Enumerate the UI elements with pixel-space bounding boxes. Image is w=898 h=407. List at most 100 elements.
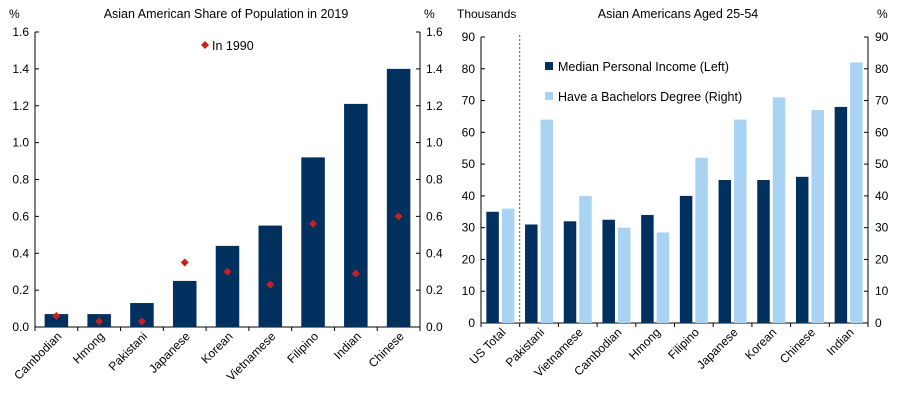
bar-pakistani	[130, 303, 154, 327]
income-bar-japanese	[718, 180, 732, 323]
category-label: Pakistani	[106, 329, 150, 373]
left-unit-label: %	[9, 7, 20, 21]
category-label: Filipino	[284, 329, 321, 366]
category-label: Filipino	[665, 325, 702, 362]
legend-label-income: Median Personal Income (Left)	[558, 60, 729, 74]
left-tick-label: 60	[462, 125, 476, 139]
category-label: Chinese	[777, 325, 818, 366]
left-tick-label: 80	[462, 62, 476, 76]
bar-vietnamese	[258, 225, 283, 327]
left-tick-label: 0.2	[12, 283, 29, 297]
right-tick-label: 1.0	[426, 136, 443, 150]
right-tick-label: 0.2	[426, 283, 443, 297]
category-label: Hmong	[70, 329, 107, 366]
category-label: Japanese	[694, 325, 741, 372]
degree-bar-indian	[850, 62, 863, 324]
right-tick-label: 50	[875, 157, 889, 171]
income-bar-us-total	[486, 211, 499, 323]
degree-bar-chinese	[811, 110, 824, 323]
degree-bar-korean	[772, 97, 786, 323]
category-label: Indian	[824, 325, 857, 358]
degree-bar-filipino	[695, 157, 708, 323]
chart-title: Asian American Share of Population in 20…	[104, 7, 349, 21]
income-bar-cambodian	[602, 219, 615, 323]
right-unit-label: %	[877, 7, 888, 21]
left-tick-label: 1.0	[12, 136, 29, 150]
left-tick-label: 0.6	[12, 209, 29, 223]
category-label: Korean	[198, 329, 235, 366]
legend-swatch-degree	[545, 92, 553, 100]
left-tick-label: 30	[462, 221, 476, 235]
left-tick-label: 0.0	[12, 320, 29, 334]
left-tick-label: 1.4	[12, 62, 29, 76]
marker-1990-vietnamese	[266, 280, 275, 289]
legend-label-1990: In 1990	[212, 39, 254, 53]
category-label: Chinese	[366, 329, 407, 370]
marker-1990-indian	[351, 269, 360, 278]
left-tick-label: 50	[462, 157, 476, 171]
right-tick-label: 0	[875, 316, 882, 330]
population-share-chart: 0.0 0.0 0.2 0.2 0.4 0.4 0.6 0.6 0.8 0.8 1.0 1.0 1.2 1…	[9, 7, 443, 384]
marker-1990-pakistani	[137, 317, 146, 326]
left-tick-label: 0.4	[12, 246, 29, 260]
income-bar-chinese	[795, 176, 809, 323]
income-bar-korean	[757, 180, 770, 323]
category-label: Indian	[331, 329, 364, 362]
category-label: Japanese	[146, 329, 193, 376]
income-education-chart: 0 0 10 10 20 20 30 30 40 40 50 50 60 60 70 70 80 80 90 90 Th…	[457, 7, 889, 380]
left-tick-label: 10	[462, 284, 476, 298]
right-tick-label: 0.4	[426, 246, 443, 260]
legend-swatch-income	[545, 62, 553, 70]
bar-cambodian	[44, 314, 69, 327]
left-tick-label: 1.6	[12, 25, 29, 39]
left-unit-label: Thousands	[457, 7, 516, 21]
right-tick-label: 20	[875, 252, 889, 266]
bar-indian	[344, 103, 368, 327]
marker-1990-hmong	[95, 317, 104, 326]
income-bar-vietnamese	[563, 221, 577, 323]
bar-japanese	[172, 280, 197, 327]
right-tick-label: 30	[875, 221, 889, 235]
left-tick-label: 90	[462, 30, 476, 44]
right-tick-label: 60	[875, 125, 889, 139]
income-bar-hmong	[641, 214, 654, 323]
bar-filipino	[301, 157, 325, 327]
left-tick-label: 20	[462, 252, 476, 266]
right-tick-label: 1.4	[426, 62, 443, 76]
right-tick-label: 1.6	[426, 25, 443, 39]
degree-bar-hmong	[656, 232, 670, 323]
right-tick-label: 40	[875, 189, 889, 203]
degree-bar-vietnamese	[579, 195, 592, 323]
bar-chinese	[386, 68, 411, 327]
right-tick-label: 0.0	[426, 320, 443, 334]
marker-1990-japanese	[180, 258, 189, 267]
degree-bar-japanese	[734, 119, 747, 323]
right-unit-label: %	[424, 7, 435, 21]
right-tick-label: 0.6	[426, 209, 443, 223]
right-tick-label: 90	[875, 30, 889, 44]
degree-bar-pakistani	[540, 119, 554, 323]
category-label: Cambodian	[11, 329, 64, 382]
marker-1990-chinese	[394, 212, 403, 221]
income-bar-filipino	[679, 195, 693, 323]
left-tick-label: 1.2	[12, 99, 29, 113]
category-label: Korean	[742, 325, 779, 362]
right-tick-label: 70	[875, 94, 889, 108]
income-bar-pakistani	[525, 224, 538, 323]
right-tick-label: 1.2	[426, 99, 443, 113]
left-tick-label: 0.8	[12, 173, 29, 187]
bar-korean	[215, 245, 240, 327]
income-bar-indian	[834, 106, 848, 324]
degree-bar-us-total	[501, 208, 515, 323]
category-label: Hmong	[626, 325, 663, 362]
left-tick-label: 0	[468, 316, 475, 330]
right-tick-label: 0.8	[426, 173, 443, 187]
category-label: US Total	[467, 325, 509, 367]
left-tick-label: 40	[462, 189, 476, 203]
marker-1990-filipino	[309, 219, 318, 228]
marker-1990-korean	[223, 267, 232, 276]
right-tick-label: 10	[875, 284, 889, 298]
legend-marker-1990	[201, 41, 209, 49]
